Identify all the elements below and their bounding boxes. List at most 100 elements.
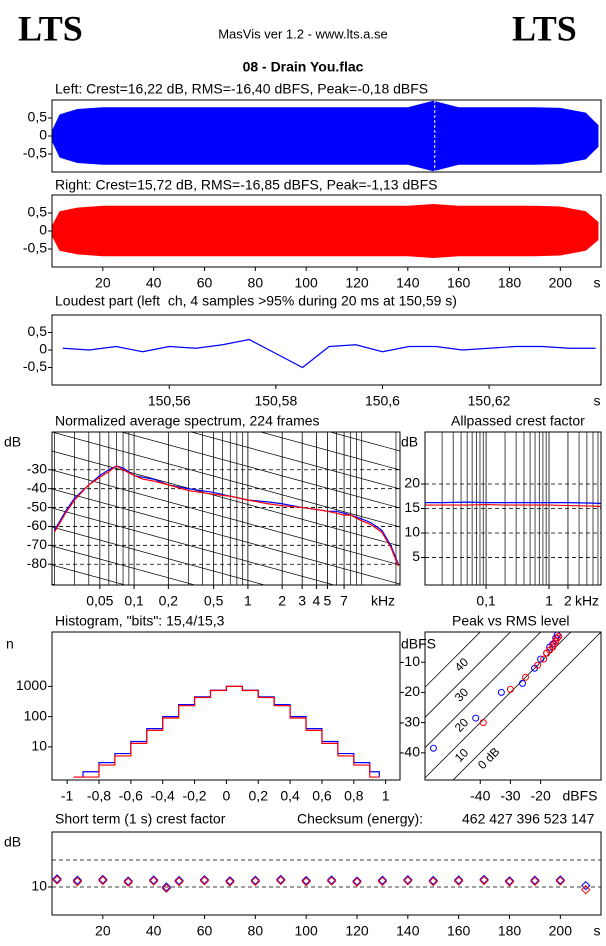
file-name: 08 - Drain You.flac [243, 59, 364, 75]
plot-frame [51, 194, 602, 268]
x-tick-label: 80 [248, 275, 264, 291]
point [479, 875, 489, 886]
point [276, 875, 286, 886]
x-tick-label: -20 [531, 788, 551, 804]
panel-title: Loudest part (left ch, 4 samples >95% du… [55, 293, 457, 309]
x-tick-label: 100 [294, 923, 318, 939]
x-tick-label: 150,56 [148, 393, 191, 409]
plot-area [425, 432, 601, 585]
slope-line [52, 488, 400, 585]
point [161, 883, 172, 894]
x-tick-label: 160 [447, 275, 471, 291]
plot-area [62, 338, 596, 369]
point [428, 876, 438, 887]
y-tick-label: -0,5 [23, 145, 47, 161]
x-tick-label: 0,1 [124, 593, 144, 609]
x-axis-unit: s [594, 923, 601, 939]
y-tick-label: 0 [39, 341, 47, 357]
x-tick-label: -40 [470, 788, 490, 804]
point [225, 877, 235, 887]
point [174, 876, 184, 887]
y-tick-label: -30 [27, 460, 47, 476]
y-tick-label: 0,5 [28, 204, 48, 220]
plot-area [425, 632, 601, 780]
x-tick-label: -0,2 [182, 788, 206, 804]
y-tick-label: 0 [39, 222, 47, 238]
x-tick-label: 2 [278, 593, 286, 609]
app-name: MasVis ver 1.2 - www.lts.a.se [218, 26, 388, 41]
y-tick-label: -40 [27, 479, 47, 495]
x-tick-label: 150,6 [365, 393, 400, 409]
point [148, 875, 159, 885]
y-tick-label: 10 [404, 524, 420, 540]
x-tick-label: 1 [244, 593, 252, 609]
y-tick-label: 5 [412, 548, 420, 564]
y-tick-label: -0,5 [23, 240, 47, 256]
x-tick-label: 150,58 [254, 393, 297, 409]
plot-area [73, 685, 380, 778]
y-axis-label: dB [401, 434, 418, 450]
x-tick-label: 120 [345, 923, 369, 939]
x-tick-label: 4 [313, 593, 321, 609]
y-tick-label: -30 [400, 713, 420, 729]
x-tick-label: 200 [549, 275, 573, 291]
panel-title: Peak vs RMS level [452, 613, 569, 629]
y-tick-label: 10 [31, 738, 47, 754]
x-tick-label: 160 [447, 923, 471, 939]
y-axis-label: dB [4, 834, 21, 850]
point [161, 882, 172, 892]
series-line [425, 503, 601, 508]
x-tick-label: -1 [61, 788, 74, 804]
x-axis-unit: s [594, 275, 601, 291]
y-axis-label: n [6, 636, 14, 652]
x-tick-label: 5 [324, 593, 332, 609]
point [506, 685, 514, 693]
crest-line [452, 632, 601, 780]
x-tick-label: -0,8 [87, 788, 111, 804]
point [537, 655, 545, 663]
point [453, 875, 464, 885]
plot-area [52, 204, 599, 258]
waveform-upper [52, 204, 599, 231]
x-tick-label: 60 [197, 923, 213, 939]
point [52, 875, 62, 885]
y-tick-label: -10 [400, 653, 420, 669]
x-tick-label: 120 [345, 275, 369, 291]
y-tick-label: 20 [404, 475, 420, 491]
point [534, 661, 542, 669]
point [301, 876, 311, 887]
series-line [62, 338, 596, 369]
x-tick-label: 20 [95, 923, 111, 939]
slope-line [52, 450, 400, 547]
slope-line [120, 432, 400, 509]
waveform-lower [52, 136, 599, 172]
point [174, 875, 184, 886]
y-axis-label: dBFS [401, 636, 436, 652]
y-tick-label: 10 [31, 878, 47, 894]
x-tick-label: 100 [294, 275, 318, 291]
y-tick-label: -60 [27, 517, 47, 533]
y-tick-label: 1000 [16, 677, 47, 693]
slope-line [52, 507, 336, 585]
plot-frame [51, 831, 602, 916]
checksum-label: Checksum (energy): [297, 811, 423, 827]
slope-line [259, 432, 400, 471]
y-tick-label: 100 [24, 707, 48, 723]
point [581, 884, 591, 895]
point [403, 876, 413, 886]
point [199, 874, 210, 885]
y-tick-label: 15 [404, 499, 420, 515]
point [519, 679, 527, 687]
x-tick-label: 40 [146, 275, 162, 291]
y-tick-label: -70 [27, 536, 47, 552]
plot-frame [51, 314, 602, 386]
slope-line [189, 432, 400, 490]
point [301, 875, 311, 886]
y-tick-label: -80 [27, 555, 47, 571]
panel-title: Normalized average spectrum, 224 frames [55, 413, 320, 429]
point [352, 876, 362, 886]
plot-area [52, 432, 400, 585]
plot-frame [51, 631, 401, 781]
panel-title: Histogram, "bits": 15,4/15,3 [55, 613, 225, 629]
x-tick-label: 80 [248, 923, 264, 939]
